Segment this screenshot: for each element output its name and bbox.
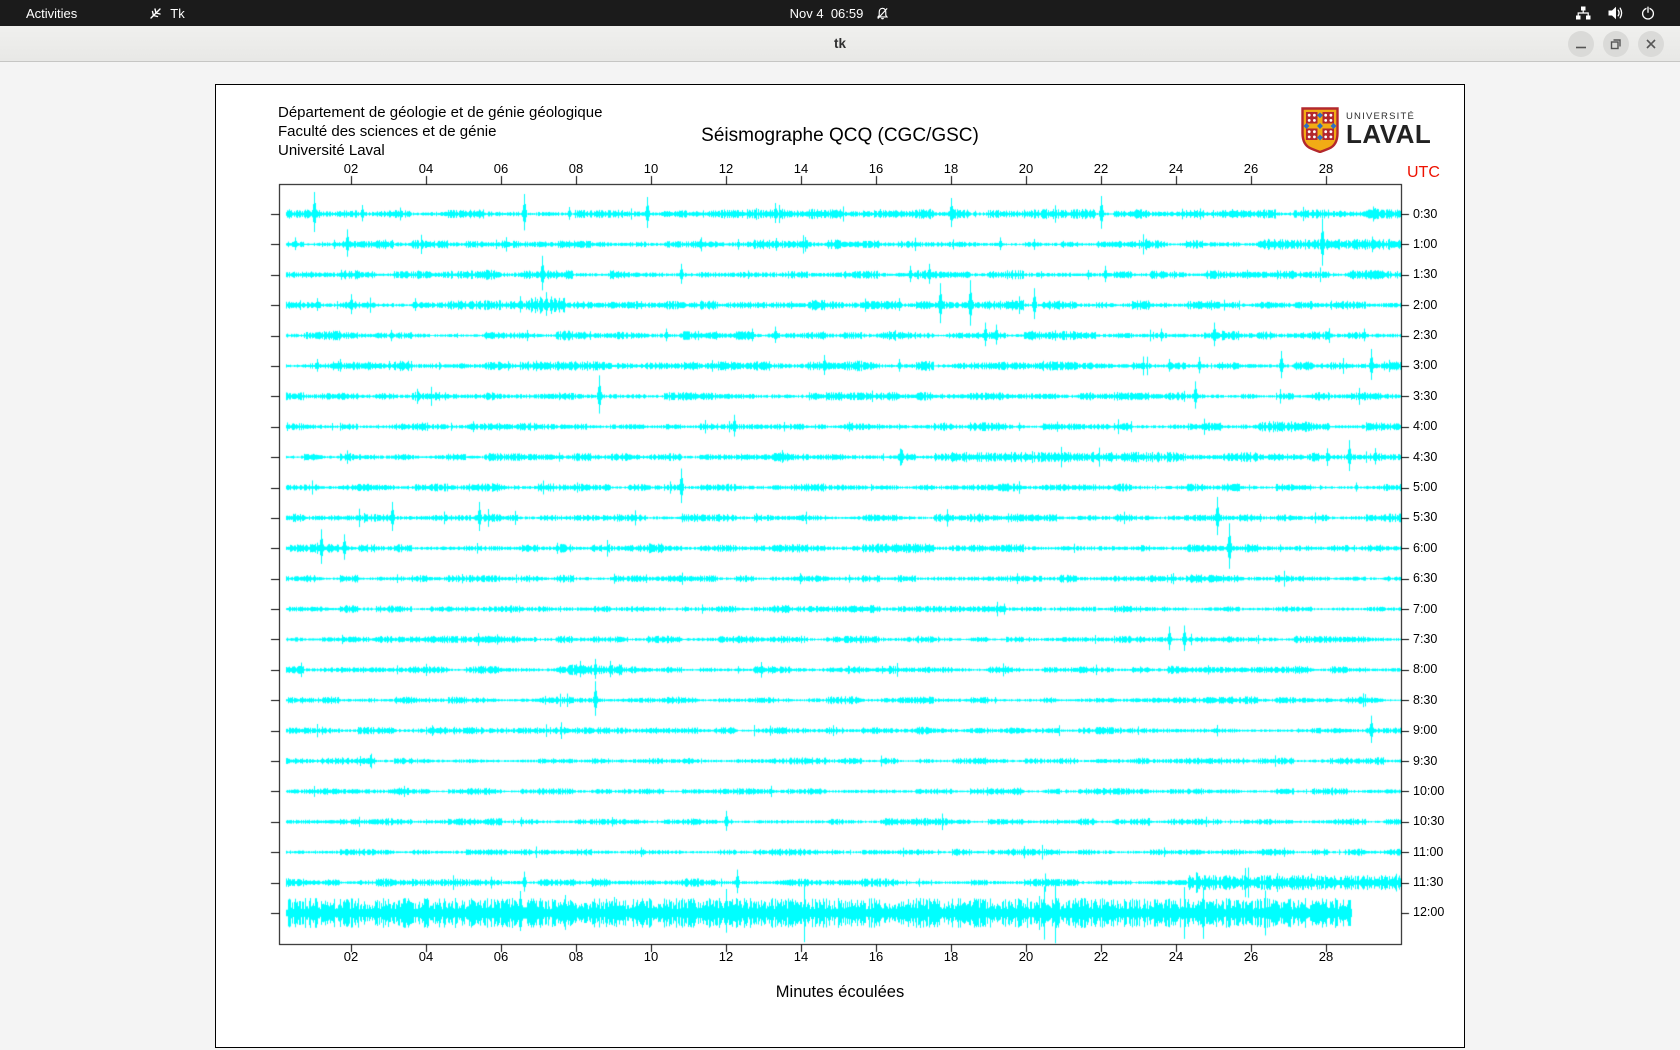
logo-universite-text: UNIVERSITÉ — [1346, 111, 1416, 122]
clock-button[interactable]: Nov 4 06:59 — [0, 0, 1680, 26]
tk-feather-icon — [150, 7, 161, 19]
volume-icon — [1608, 6, 1623, 20]
universite-laval-logo: UNIVERSITÉ LAVAL — [1301, 107, 1431, 153]
department-line-3: Université Laval — [278, 142, 385, 159]
logo-laval-text: LAVAL — [1346, 119, 1432, 149]
restore-button[interactable] — [1603, 31, 1629, 57]
activities-button[interactable]: Activities — [20, 6, 83, 21]
clock-label: Nov 4 06:59 — [789, 5, 864, 21]
minimize-button[interactable] — [1568, 31, 1594, 57]
app-menu-button[interactable]: Tk — [148, 5, 185, 21]
window-content: Département de géologie et de génie géol… — [0, 62, 1680, 1050]
status-area-button[interactable] — [1575, 0, 1680, 26]
department-header: Département de géologie et de génie géol… — [278, 103, 602, 160]
app-menu-label: Tk — [170, 5, 185, 21]
close-icon — [1646, 39, 1656, 49]
gnome-top-bar: Activities Tk Nov 4 06:59 — [0, 0, 1680, 26]
department-line-1: Département de géologie et de génie géol… — [278, 104, 603, 121]
close-button[interactable] — [1638, 31, 1664, 57]
minimize-icon — [1576, 46, 1586, 49]
network-wired-icon — [1576, 6, 1591, 20]
notifications-disabled-icon — [877, 7, 889, 19]
window-titlebar: tk — [0, 26, 1680, 62]
seismograph-page: Département de géologie et de génie géol… — [215, 84, 1465, 1048]
restore-icon — [1610, 39, 1621, 50]
x-axis-title: Minutes écoulées — [775, 983, 905, 1001]
laval-shield-icon — [1301, 107, 1339, 153]
window-title: tk — [833, 36, 846, 51]
department-line-2: Faculté des sciences et de génie — [278, 123, 497, 140]
power-icon — [1641, 5, 1655, 20]
seismogram-plot-canvas — [251, 156, 1431, 966]
page-title: Séismographe QCQ (CGC/GSC) — [701, 125, 979, 146]
